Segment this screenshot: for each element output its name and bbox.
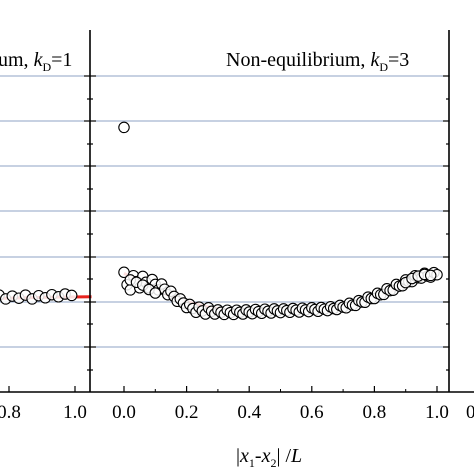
left-title-k: k bbox=[34, 49, 44, 71]
right-title-text: Non-equilibrium, bbox=[226, 49, 370, 71]
tick-label-layer: 0.8 1.0 0.0 0.2 0.4 0.6 0.8 1.0 0 bbox=[0, 402, 474, 423]
left-x-tick-label: 0.8 bbox=[0, 402, 21, 423]
left-title-sub: D bbox=[42, 60, 51, 74]
right-title-tail: =3 bbox=[388, 49, 409, 71]
right-data-point bbox=[118, 121, 130, 134]
x-axis-label: |x1-x2| /L bbox=[236, 445, 302, 470]
right-x-tick-label: 0.8 bbox=[363, 402, 387, 423]
right-x-tick-label: 0.2 bbox=[175, 402, 199, 423]
right-x-tick-label: 0.6 bbox=[300, 402, 324, 423]
next-panel-tick-label: 0 bbox=[466, 402, 474, 423]
grid-layer bbox=[0, 75, 450, 348]
right-title-sub: D bbox=[379, 60, 388, 74]
right-x-tick-label: 1.0 bbox=[425, 402, 449, 423]
right-title-k: k bbox=[370, 49, 380, 71]
left-x-tick-label: 1.0 bbox=[63, 402, 87, 423]
axis-layer bbox=[0, 30, 474, 393]
right-x-tick-label: 0.0 bbox=[112, 402, 136, 423]
left-data-point bbox=[65, 289, 78, 302]
left-title-text: um, bbox=[0, 49, 34, 71]
right-panel-title: Non-equilibrium, kD=3 bbox=[226, 49, 409, 74]
right-data-point bbox=[424, 269, 437, 282]
point-layer bbox=[0, 121, 443, 321]
left-title-tail: =1 bbox=[51, 49, 72, 71]
left-panel-title: um, kD=1 bbox=[0, 49, 72, 74]
right-data-point bbox=[149, 287, 162, 299]
right-x-tick-label: 0.4 bbox=[237, 402, 261, 423]
